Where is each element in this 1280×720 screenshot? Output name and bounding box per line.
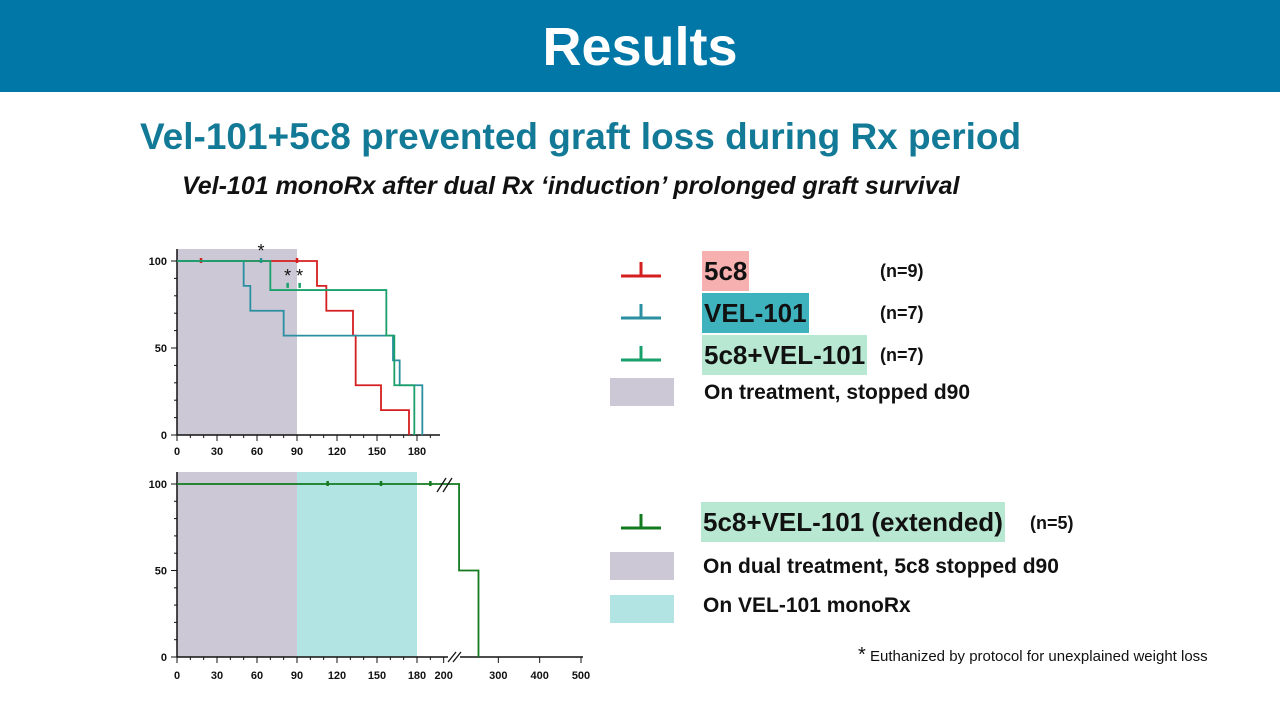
chart1-x-tick-label: 0: [174, 446, 180, 458]
legend-label-vel101: VEL-101: [702, 293, 809, 333]
footnote: * Euthanized by protocol for unexplained…: [858, 644, 1208, 667]
chart1-y-tick-label: 100: [149, 256, 167, 268]
chart2-line-break-mark: [436, 477, 447, 493]
legend-shade-monorx: [610, 595, 674, 623]
chart2-shade-1: [297, 472, 417, 657]
legend-swatch-5c8: [619, 258, 663, 280]
legend-n-vel101: (n=7): [880, 303, 924, 323]
chart1-x-tick-label: 150: [368, 446, 386, 458]
legend-label-extended: 5c8+VEL-101 (extended): [701, 502, 1005, 542]
chart1-x-tick-label: 60: [251, 446, 263, 458]
chart2-y-tick-label: 50: [155, 566, 167, 578]
chart1-x-tick-label: 120: [328, 446, 346, 458]
slide-heading: Vel-101+5c8 prevented graft loss during …: [140, 116, 1022, 157]
chart2-x-tick-label: 90: [291, 670, 303, 682]
page-title: Results: [542, 17, 738, 77]
legend-label-dual: On dual treatment, 5c8 stopped d90: [703, 555, 1059, 578]
chart1-x-tick-label: 90: [291, 446, 303, 458]
legend-n-5c8: (n=9): [880, 261, 924, 281]
legend-label-monorx: On VEL-101 monoRx: [703, 594, 911, 617]
chart2-line-break-mark: [442, 477, 453, 493]
chart2-axis-break-mark: [452, 651, 462, 663]
chart2-shade-0: [177, 472, 297, 657]
chart1-x-tick-label: 30: [211, 446, 223, 458]
chart2-y-tick-label: 100: [149, 479, 167, 491]
chart2-x-tick-label: 200: [434, 670, 452, 682]
chart2-y-tick-label: 0: [161, 652, 167, 664]
chart1-y-tick-label: 0: [161, 430, 167, 442]
legend-label-on-treatment: On treatment, stopped d90: [704, 381, 971, 404]
legend-shade-dual: [610, 552, 674, 580]
chart2-x-tick-label: 150: [368, 670, 386, 682]
chart2-x-tick-label: 30: [211, 670, 223, 682]
legend-n-combo: (n=7): [880, 345, 924, 365]
chart2-x-tick-label: 180: [408, 670, 426, 682]
chart1-series-2: [177, 260, 416, 435]
chart1-annotation-star: *: [257, 241, 264, 261]
chart2-axis-break-mark: [447, 651, 457, 663]
chart1-y-tick-label: 50: [155, 343, 167, 355]
chart2-x-tick-label: 0: [174, 670, 180, 682]
chart2-x-tick-label: 500: [572, 670, 590, 682]
legend-swatch-combo: [619, 342, 663, 364]
chart2-x-tick-label: 400: [530, 670, 548, 682]
legend-label-5c8: 5c8: [702, 251, 750, 291]
chart2-x-tick-label: 120: [328, 670, 346, 682]
legend-shade-on-treatment: [610, 378, 674, 406]
chart1-annotation-star: *: [284, 266, 291, 286]
footnote-star: *: [858, 644, 866, 666]
legend-swatch-vel101: [619, 300, 663, 322]
chart2-x-tick-label: 60: [251, 670, 263, 682]
header-banner: [0, 0, 1280, 92]
chart2-series-0: [177, 483, 480, 657]
chart2-x-tick-label: 300: [489, 670, 507, 682]
slide-subheading: Vel-101 monoRx after dual Rx ‘induction’…: [182, 172, 960, 200]
chart1-annotation-star: *: [296, 266, 303, 286]
chart1-x-tick-label: 180: [408, 446, 426, 458]
footnote-text: Euthanized by protocol for unexplained w…: [869, 648, 1208, 665]
chart1-shade-0: [177, 249, 297, 435]
legend-label-combo: 5c8+VEL-101: [702, 335, 868, 375]
legend-swatch-extended: [619, 510, 663, 532]
legend-n-extended: (n=5): [1030, 513, 1074, 533]
